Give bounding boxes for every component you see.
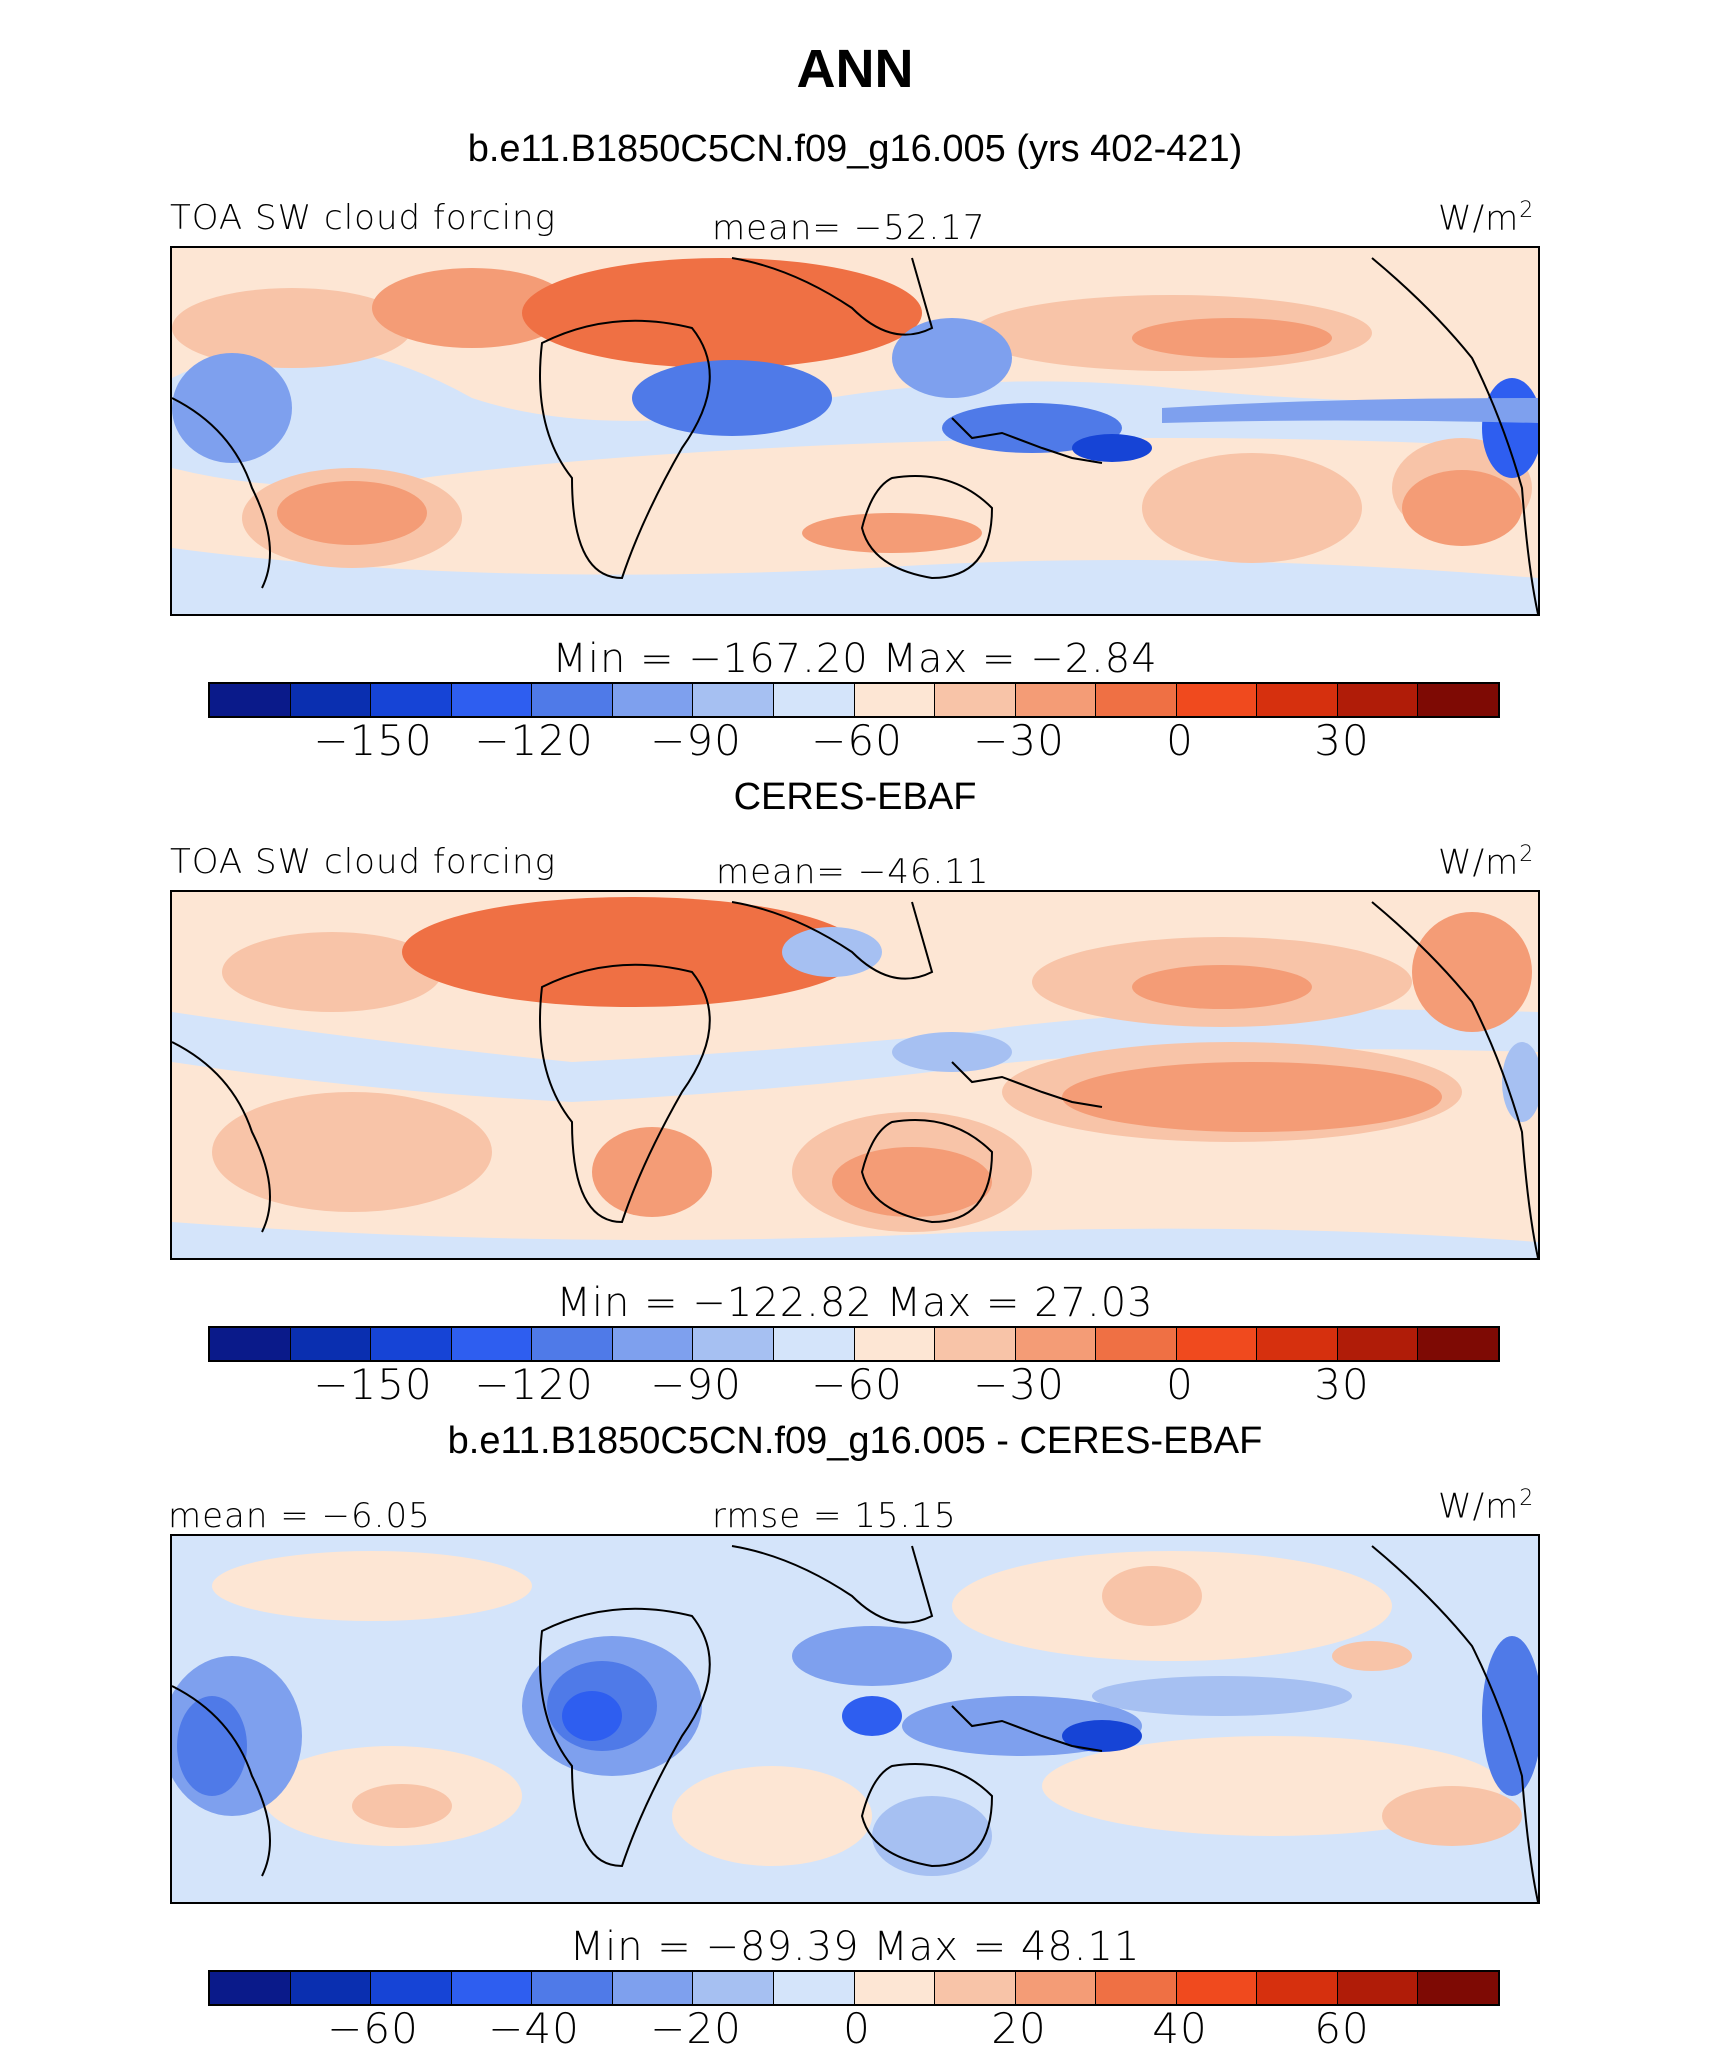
colorbar-swatch: [1015, 684, 1097, 716]
colorbar-swatch: [935, 1328, 1016, 1360]
panel-2-mean-label: mean= −46.11: [716, 852, 990, 892]
colorbar-swatch: [1337, 1972, 1419, 2004]
colorbar-swatch: [1337, 1328, 1419, 1360]
panel-1-tick: −90: [650, 716, 742, 765]
colorbar-swatch: [612, 684, 694, 716]
colorbar-swatch: [371, 684, 452, 716]
colorbar-swatch: [693, 1328, 774, 1360]
panel-2-minmax: Min = −122.82 Max = 27.03: [556, 1280, 1154, 1326]
main-title: ANN: [796, 39, 914, 99]
panel-3-tick: 0: [843, 2004, 871, 2053]
panel-1-minmax: Min = −167.20 Max = −2.84: [552, 636, 1158, 682]
colorbar-swatch: [1418, 1328, 1498, 1360]
panel-2-tick: −30: [973, 1360, 1065, 1409]
colorbar-swatch: [1015, 1972, 1097, 2004]
colorbar-swatch: [854, 1328, 936, 1360]
colorbar-swatch: [693, 1972, 774, 2004]
colorbar-swatch: [532, 684, 613, 716]
panel-2-map: [170, 890, 1540, 1260]
colorbar-swatch: [612, 1328, 694, 1360]
colorbar-swatch: [532, 1328, 613, 1360]
panel-3-tick: −60: [327, 2004, 419, 2053]
colorbar-swatch: [290, 1972, 372, 2004]
colorbar-swatch: [1257, 1328, 1338, 1360]
panel-1-map: [170, 246, 1540, 616]
panel-2-tick: −60: [811, 1360, 903, 1409]
colorbar-swatch: [1096, 1972, 1177, 2004]
colorbar-swatch: [773, 1328, 855, 1360]
panel-2-variable-label: TOA SW cloud forcing: [170, 842, 556, 882]
colorbar-swatch: [451, 1972, 533, 2004]
panel-3-tick: 20: [991, 2004, 1047, 2053]
panel-2-heading: CERES-EBAF: [733, 776, 977, 818]
colorbar-swatch: [1176, 684, 1258, 716]
panel-1-heading: b.e11.B1850C5CN.f09_g16.005 (yrs 402-421…: [467, 128, 1243, 170]
panel-1-tick: 0: [1166, 716, 1194, 765]
panel-1-colorbar: [208, 682, 1500, 718]
panel-2-units: W/m2: [1438, 842, 1535, 883]
colorbar-swatch: [451, 1328, 533, 1360]
colorbar-swatch: [210, 684, 291, 716]
panel-3-map: [170, 1534, 1540, 1904]
colorbar-swatch: [1257, 1972, 1338, 2004]
panel-3-tick: −40: [488, 2004, 580, 2053]
colorbar-swatch: [451, 684, 533, 716]
colorbar-swatch: [773, 1972, 855, 2004]
colorbar-swatch: [1176, 1972, 1258, 2004]
panel-3-tick: −20: [650, 2004, 742, 2053]
panel-3-tick: 40: [1152, 2004, 1208, 2053]
colorbar-swatch: [210, 1972, 291, 2004]
panel-3-map-field: [172, 1536, 1538, 1902]
colorbar-swatch: [371, 1972, 452, 2004]
colorbar-swatch: [854, 684, 936, 716]
panel-1-tick: −150: [313, 716, 433, 765]
colorbar-swatch: [935, 1972, 1016, 2004]
panel-1-units: W/m2: [1438, 198, 1535, 239]
panel-1-tick: −30: [973, 716, 1065, 765]
colorbar-swatch: [1096, 684, 1177, 716]
panel-3-mean-label: mean = −6.05: [168, 1496, 431, 1536]
panel-3-colorbar: [208, 1970, 1500, 2006]
colorbar-swatch: [1418, 1972, 1498, 2004]
panel-3-rmse-label: rmse = 15.15: [712, 1496, 957, 1536]
colorbar-swatch: [290, 684, 372, 716]
colorbar-swatch: [773, 684, 855, 716]
colorbar-swatch: [210, 1328, 291, 1360]
panel-2-colorbar: [208, 1326, 1500, 1362]
colorbar-swatch: [1176, 1328, 1258, 1360]
colorbar-swatch: [1096, 1328, 1177, 1360]
panel-1-map-field: [172, 248, 1538, 614]
panel-2-map-field: [172, 892, 1538, 1258]
panel-2-tick: 30: [1314, 1360, 1370, 1409]
panel-1-tick: 30: [1314, 716, 1370, 765]
colorbar-swatch: [1015, 1328, 1097, 1360]
colorbar-swatch: [612, 1972, 694, 2004]
colorbar-swatch: [935, 684, 1016, 716]
colorbar-swatch: [371, 1328, 452, 1360]
panel-2-tick: 0: [1166, 1360, 1194, 1409]
colorbar-swatch: [693, 684, 774, 716]
colorbar-swatch: [290, 1328, 372, 1360]
panel-1-mean-label: mean= −52.17: [712, 208, 986, 248]
colorbar-swatch: [1257, 684, 1338, 716]
panel-3-minmax: Min = −89.39 Max = 48.11: [569, 1924, 1141, 1970]
panel-1-tick: −60: [811, 716, 903, 765]
colorbar-swatch: [1337, 684, 1419, 716]
panel-2-tick: −150: [313, 1360, 433, 1409]
panel-3-units: W/m2: [1438, 1486, 1535, 1527]
colorbar-swatch: [854, 1972, 936, 2004]
panel-3-heading: b.e11.B1850C5CN.f09_g16.005 - CERES-EBAF: [447, 1420, 1263, 1462]
panel-3-tick: 60: [1314, 2004, 1370, 2053]
panel-2-tick: −120: [474, 1360, 594, 1409]
colorbar-swatch: [532, 1972, 613, 2004]
colorbar-swatch: [1418, 684, 1498, 716]
panel-1-tick: −120: [474, 716, 594, 765]
panel-2-tick: −90: [650, 1360, 742, 1409]
panel-1-variable-label: TOA SW cloud forcing: [170, 198, 556, 238]
